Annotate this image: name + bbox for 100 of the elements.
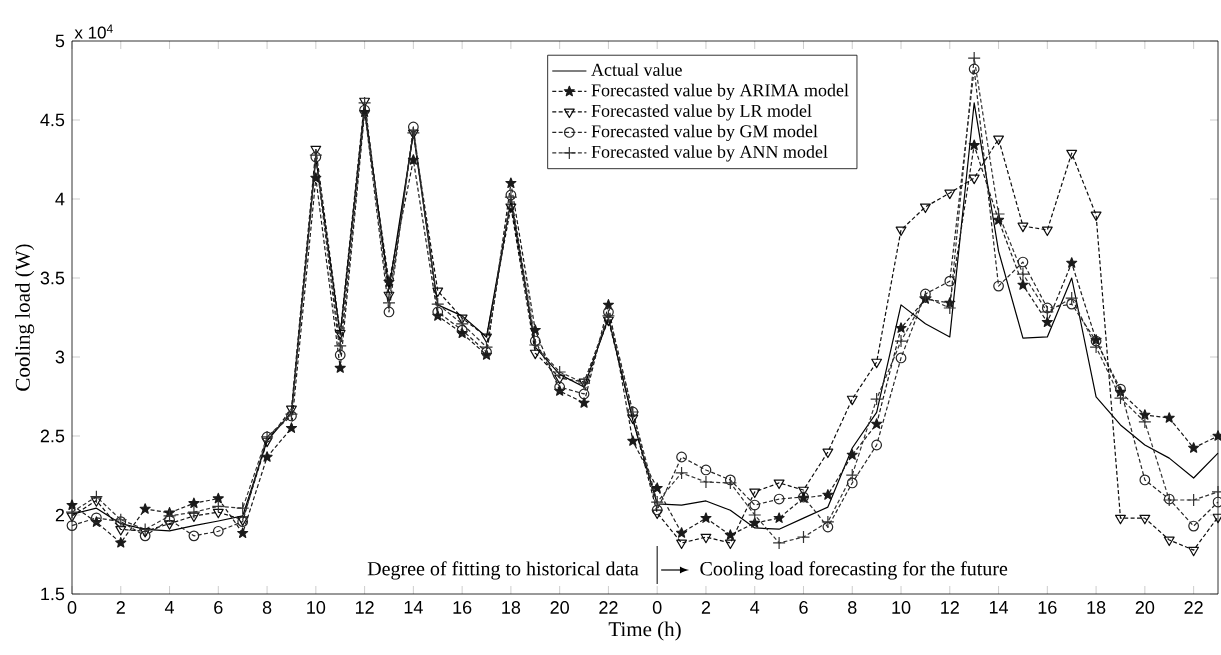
point [822,448,834,459]
point [1138,415,1152,429]
y-tick-label: 4 [55,192,65,206]
point [894,334,908,348]
point [65,505,79,519]
x-tick-label: 4 [750,601,760,614]
point [1187,493,1201,507]
point [455,317,469,331]
point [1041,226,1053,237]
point [139,527,151,538]
x-tick-label: 16 [453,601,472,614]
point [212,508,224,519]
point [334,349,346,361]
point [1041,316,1053,328]
point [1040,305,1054,319]
x-tick-label: 20 [1135,601,1155,614]
point [66,520,78,531]
point [479,340,494,354]
point [211,499,225,513]
y-tick-label: 3 [55,350,65,364]
point [1066,149,1078,160]
point [1163,536,1175,547]
point [188,497,200,509]
point [798,486,809,497]
point [333,339,347,353]
x-tick-label: 16 [1038,601,1057,614]
point [212,525,224,537]
point [237,527,249,538]
point [1139,514,1151,525]
point [578,388,590,400]
point [285,422,297,433]
y-tick-label: 2 [55,508,65,522]
point [578,397,590,408]
point [1066,257,1078,268]
x-tick-label: 14 [989,601,1009,614]
point [943,301,957,315]
point [846,395,858,406]
point [505,203,517,214]
point [382,296,396,310]
point [871,418,883,429]
point [334,362,346,373]
point [115,537,127,548]
point [1139,409,1151,420]
point [383,291,395,302]
point [334,329,346,340]
point [164,520,175,530]
point [529,349,541,360]
point [724,474,736,486]
point [749,499,761,511]
point [895,352,907,364]
y-tick-label: 3.5 [40,271,65,285]
y-tick-label: 1.5 [41,587,65,601]
point [1065,291,1079,305]
legend-label: Actual value [591,63,682,76]
point [188,530,200,542]
point [821,515,835,529]
point [772,536,786,550]
point [749,517,761,528]
point [310,172,322,183]
point [602,316,614,327]
point [310,145,322,156]
point [212,492,224,504]
point [456,314,468,325]
point [699,475,713,489]
point [383,276,395,287]
point [1115,514,1126,525]
point [164,514,175,526]
point [723,476,737,490]
point [1090,211,1102,222]
point [431,297,445,311]
point [601,309,616,323]
point [650,495,664,509]
point [967,51,981,65]
x-tick-label: 12 [355,601,374,614]
point [674,466,689,480]
point [676,451,687,463]
point [651,482,663,493]
legend-label: Forecasted value by LR model [591,104,812,121]
point [1188,520,1200,532]
y-tick-label: 5 [55,34,65,48]
point [1163,412,1175,423]
point [261,437,273,448]
x-tick-label: 2 [116,601,125,614]
point [895,322,907,333]
annotation: Degree of fitting to historical data [367,561,639,580]
x-tick-label: 6 [214,601,223,614]
text: x 10$^{4}$ [74,24,113,39]
point [1017,222,1029,233]
point [846,477,858,489]
point [383,306,395,318]
point [627,435,639,446]
point [749,488,761,499]
point [651,504,663,516]
point [993,135,1005,146]
x-tick-label: 20 [550,601,569,614]
point [1066,298,1078,310]
point [773,512,785,523]
x-tick-label: 8 [262,601,272,614]
point [871,439,883,451]
point [700,533,712,544]
